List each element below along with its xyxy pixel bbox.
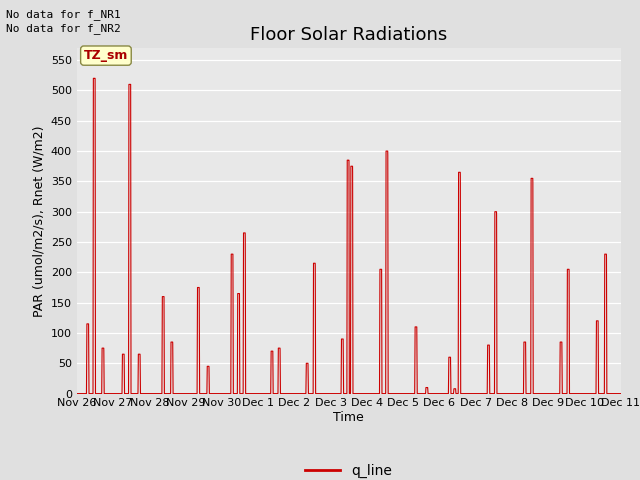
Title: Floor Solar Radiations: Floor Solar Radiations [250,25,447,44]
Text: No data for f_NR2: No data for f_NR2 [6,23,121,34]
Legend: q_line: q_line [300,458,397,480]
X-axis label: Time: Time [333,411,364,424]
Text: TZ_sm: TZ_sm [84,49,128,62]
Text: No data for f_NR1: No data for f_NR1 [6,9,121,20]
Y-axis label: PAR (umol/m2/s), Rnet (W/m2): PAR (umol/m2/s), Rnet (W/m2) [32,125,45,316]
